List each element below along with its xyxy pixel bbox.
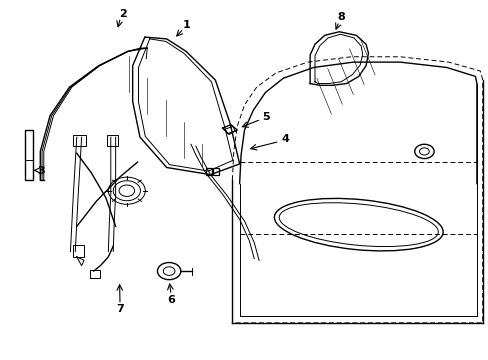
Text: 3: 3 xyxy=(37,166,44,176)
Bar xyxy=(90,270,100,278)
Bar xyxy=(107,135,118,146)
Text: 1: 1 xyxy=(182,19,190,30)
Bar xyxy=(25,130,33,180)
Text: 8: 8 xyxy=(337,13,345,22)
Text: 7: 7 xyxy=(117,304,124,314)
Bar xyxy=(205,168,211,175)
Bar xyxy=(73,135,85,146)
Text: 6: 6 xyxy=(167,295,175,305)
Bar xyxy=(73,246,84,257)
Text: 5: 5 xyxy=(262,112,270,122)
Text: 4: 4 xyxy=(281,134,289,144)
Text: 2: 2 xyxy=(119,9,126,19)
Bar xyxy=(212,168,219,175)
